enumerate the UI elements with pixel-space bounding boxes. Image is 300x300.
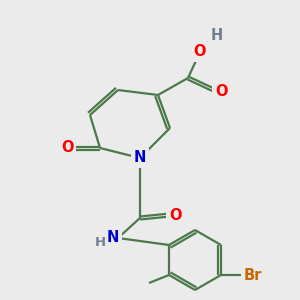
Text: Br: Br: [244, 268, 262, 283]
Text: O: O: [194, 44, 206, 59]
Text: O: O: [61, 140, 73, 155]
Text: H: H: [94, 236, 106, 250]
Text: O: O: [169, 208, 181, 223]
Text: O: O: [215, 85, 227, 100]
Text: H: H: [211, 28, 223, 43]
Text: N: N: [107, 230, 119, 245]
Text: N: N: [134, 151, 146, 166]
